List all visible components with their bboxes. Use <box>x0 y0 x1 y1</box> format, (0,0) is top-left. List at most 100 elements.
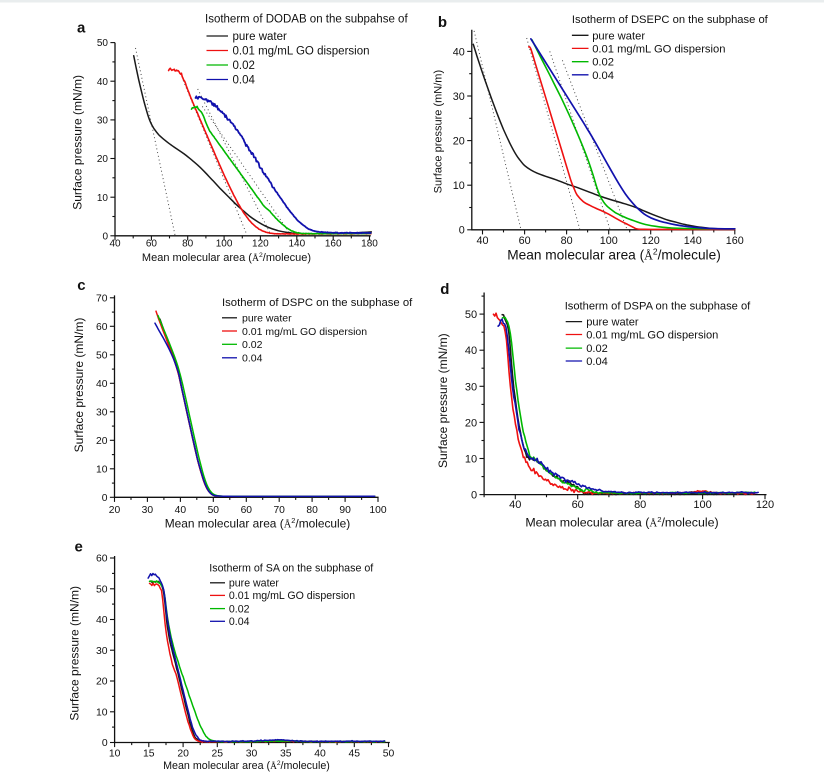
svg-text:e: e <box>75 539 83 556</box>
svg-text:0.02: 0.02 <box>586 343 608 355</box>
svg-text:100: 100 <box>693 499 711 511</box>
svg-text:30: 30 <box>142 505 154 516</box>
svg-text:Mean molecular area (Å2/molecu: Mean molecular area (Å2/molecue) <box>142 252 311 264</box>
svg-text:160: 160 <box>325 239 342 250</box>
svg-text:80: 80 <box>306 505 318 516</box>
svg-text:45: 45 <box>349 749 361 760</box>
svg-text:40: 40 <box>509 499 521 511</box>
svg-text:Mean molecular area (Å2/molecu: Mean molecular area (Å2/molecule) <box>525 515 718 530</box>
svg-text:Isotherm of DSPC on the subpha: Isotherm of DSPC on the subphase of <box>222 297 413 309</box>
svg-text:60: 60 <box>146 239 158 250</box>
svg-text:0.02: 0.02 <box>242 339 263 351</box>
svg-text:0: 0 <box>459 225 465 237</box>
svg-text:20: 20 <box>465 417 477 429</box>
svg-text:140: 140 <box>288 239 305 250</box>
svg-text:40: 40 <box>97 77 109 88</box>
svg-text:100: 100 <box>369 505 386 516</box>
svg-text:60: 60 <box>96 322 108 333</box>
svg-text:40: 40 <box>175 505 187 516</box>
svg-text:Isotherm of SA on the subphase: Isotherm of SA on the subphase of <box>209 562 373 574</box>
svg-text:pure water: pure water <box>242 313 292 325</box>
svg-text:10: 10 <box>109 749 121 760</box>
svg-text:20: 20 <box>453 136 465 148</box>
svg-text:Surface pressure (mN/m): Surface pressure (mN/m) <box>72 318 86 453</box>
svg-text:30: 30 <box>465 381 477 393</box>
svg-text:100: 100 <box>600 235 618 247</box>
svg-text:20: 20 <box>96 677 108 688</box>
svg-text:60: 60 <box>241 505 253 516</box>
svg-text:0.01 mg/mL GO dispersion: 0.01 mg/mL GO dispersion <box>233 46 370 58</box>
svg-text:50: 50 <box>97 38 109 49</box>
svg-text:20: 20 <box>177 749 189 760</box>
svg-text:Surface pressure (mN/m): Surface pressure (mN/m) <box>71 75 85 210</box>
svg-text:60: 60 <box>519 235 531 247</box>
svg-text:40: 40 <box>453 46 465 58</box>
svg-text:Mean molecular area (Å2/molecu: Mean molecular area (Å2/molecule) <box>507 247 721 263</box>
svg-text:120: 120 <box>252 239 269 250</box>
svg-text:40: 40 <box>476 235 488 247</box>
svg-text:120: 120 <box>642 235 660 247</box>
svg-text:10: 10 <box>465 454 477 466</box>
svg-text:Surface pressure (mN/m): Surface pressure (mN/m) <box>436 333 450 468</box>
svg-text:Mean molecular area (Å2/molecu: Mean molecular area (Å2/molecule) <box>163 760 330 772</box>
svg-text:15: 15 <box>143 749 155 760</box>
svg-text:0: 0 <box>102 493 108 504</box>
svg-text:c: c <box>77 277 85 294</box>
svg-text:20: 20 <box>96 436 108 447</box>
svg-text:80: 80 <box>634 499 646 511</box>
svg-text:40: 40 <box>109 239 121 250</box>
svg-text:50: 50 <box>465 309 477 321</box>
svg-text:0.02: 0.02 <box>229 603 250 615</box>
svg-text:80: 80 <box>182 239 194 250</box>
svg-text:0.02: 0.02 <box>592 57 614 69</box>
svg-text:0.04: 0.04 <box>586 356 608 368</box>
svg-text:pure water: pure water <box>233 31 288 43</box>
svg-text:Isotherm of DSEPC on the subph: Isotherm of DSEPC on the subphase of <box>572 14 769 26</box>
svg-text:0.04: 0.04 <box>592 70 614 82</box>
svg-text:0.01 mg/mL GO dispersion: 0.01 mg/mL GO dispersion <box>229 590 355 602</box>
svg-text:0: 0 <box>471 490 477 502</box>
svg-text:50: 50 <box>96 351 108 362</box>
svg-text:160: 160 <box>726 235 744 247</box>
svg-text:pure water: pure water <box>229 578 280 590</box>
svg-text:30: 30 <box>97 116 109 127</box>
svg-text:0.01 mg/mL GO dispersion: 0.01 mg/mL GO dispersion <box>242 326 367 338</box>
svg-text:0: 0 <box>102 738 108 749</box>
svg-text:40: 40 <box>96 615 108 626</box>
svg-text:Surface pressure (mN/m): Surface pressure (mN/m) <box>433 70 445 193</box>
svg-text:25: 25 <box>212 749 224 760</box>
svg-text:40: 40 <box>314 749 326 760</box>
svg-text:20: 20 <box>109 505 121 516</box>
svg-text:a: a <box>77 20 86 37</box>
svg-text:30: 30 <box>96 408 108 419</box>
svg-text:20: 20 <box>97 154 109 165</box>
svg-text:70: 70 <box>273 505 285 516</box>
svg-text:0.02: 0.02 <box>233 60 255 72</box>
svg-text:100: 100 <box>216 239 233 250</box>
svg-text:10: 10 <box>453 180 465 192</box>
svg-text:10: 10 <box>96 708 108 719</box>
svg-text:0: 0 <box>102 231 108 242</box>
svg-text:0.04: 0.04 <box>233 75 256 87</box>
svg-text:120: 120 <box>756 499 774 511</box>
svg-text:180: 180 <box>361 239 378 250</box>
svg-text:10: 10 <box>97 193 109 204</box>
svg-text:50: 50 <box>96 585 108 596</box>
svg-text:Surface pressure (mN/m): Surface pressure (mN/m) <box>68 586 82 721</box>
svg-text:90: 90 <box>339 505 351 516</box>
svg-text:60: 60 <box>96 554 108 565</box>
svg-text:Isotherm of DODAB on the subpa: Isotherm of DODAB on the subpahse of <box>205 14 408 26</box>
svg-text:30: 30 <box>246 749 258 760</box>
svg-text:70: 70 <box>96 294 108 305</box>
svg-text:d: d <box>440 281 449 298</box>
svg-text:0.01 mg/mL GO dispersion: 0.01 mg/mL GO dispersion <box>592 43 725 55</box>
svg-text:35: 35 <box>280 749 292 760</box>
svg-text:b: b <box>438 14 447 31</box>
svg-text:40: 40 <box>465 345 477 357</box>
svg-text:60: 60 <box>572 499 584 511</box>
svg-text:30: 30 <box>96 646 108 657</box>
svg-text:50: 50 <box>208 505 220 516</box>
svg-text:40: 40 <box>96 379 108 390</box>
svg-text:0.04: 0.04 <box>242 353 263 365</box>
svg-text:30: 30 <box>453 91 465 103</box>
